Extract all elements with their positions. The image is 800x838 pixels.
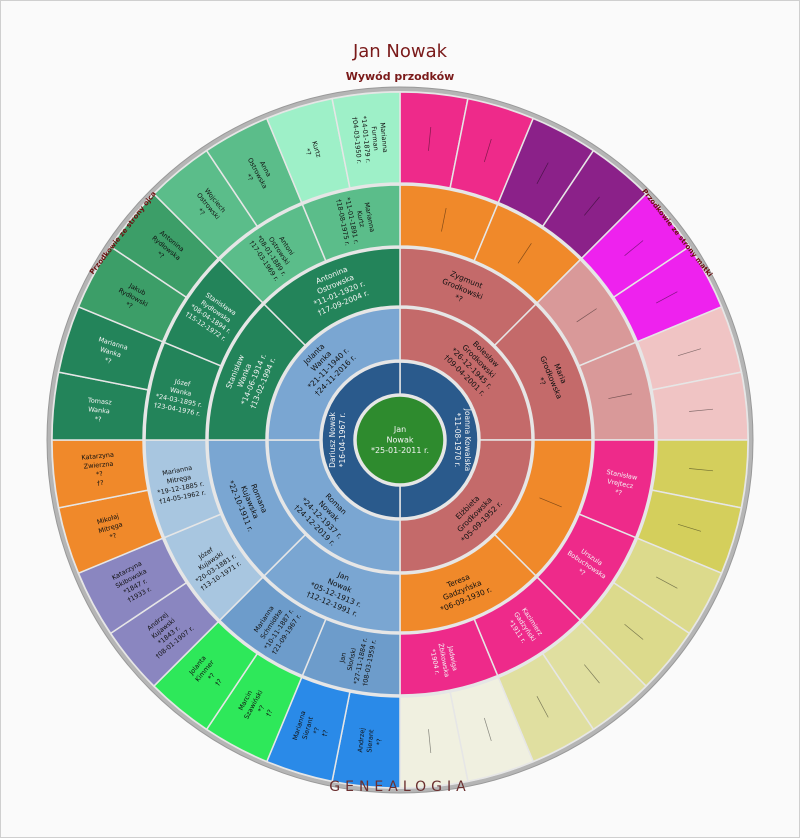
empty-marker	[576, 308, 597, 323]
person-text: Kurtz	[355, 210, 366, 229]
person-text: Joanna Kowalska	[463, 408, 472, 472]
empty-marker	[536, 162, 549, 184]
person-cell	[331, 91, 401, 189]
person-text: Furman	[370, 126, 380, 151]
person-text: Józef	[173, 377, 192, 388]
person-text: Jan	[338, 652, 348, 664]
person-text: *?	[614, 488, 622, 497]
person-text: †?	[264, 708, 274, 718]
empty-marker	[624, 624, 644, 640]
person-cell	[321, 361, 401, 519]
person-text: Andrzej	[356, 727, 366, 752]
person-text: *?	[577, 567, 587, 577]
empty-marker	[677, 523, 702, 532]
empty-marker	[584, 196, 600, 216]
person-text: *25-01-2011 r.	[371, 446, 429, 455]
person-cell	[355, 395, 445, 485]
empty-marker	[689, 408, 714, 412]
person-text: Jan	[393, 425, 406, 434]
person-cell	[399, 361, 479, 519]
person-text: *?	[375, 738, 384, 745]
person-cell	[399, 307, 533, 441]
empty-marker	[428, 126, 432, 151]
person-text: Marianna	[378, 122, 389, 153]
person-text: *?	[206, 672, 216, 682]
empty-marker	[483, 717, 492, 742]
empty-marker	[536, 696, 549, 718]
person-label: Joanna Kowalska*11-08-1970 r.	[453, 408, 472, 472]
person-text: *16-04-1967 r.	[338, 413, 347, 468]
person-text: *?	[124, 300, 134, 310]
person-text: Katarzyna	[81, 451, 114, 462]
person-text: *?	[256, 704, 266, 714]
person-text: †?	[97, 479, 104, 488]
empty-marker	[624, 240, 644, 256]
person-text: *?	[104, 356, 113, 366]
person-text: *?	[303, 147, 313, 156]
empty-marker	[656, 576, 678, 589]
person-text: Sierant	[365, 729, 375, 753]
title: Jan Nowak	[352, 41, 448, 62]
person-text: †?	[320, 729, 330, 738]
footer: GENEALOGIA	[329, 779, 470, 795]
person-text: Wanka	[88, 405, 110, 415]
empty-marker	[689, 468, 714, 472]
person-text: †?	[213, 677, 223, 687]
person-cell	[267, 439, 401, 573]
sectors	[51, 91, 749, 789]
person-text: *11-08-1970 r.	[453, 413, 462, 468]
empty-marker	[428, 729, 432, 754]
empty-marker	[677, 348, 702, 357]
empty-marker	[539, 497, 562, 508]
person-text: *?	[96, 470, 103, 479]
empty-marker	[656, 291, 678, 304]
empty-marker	[483, 138, 492, 163]
person-cell	[399, 439, 533, 573]
person-text: Tomasz	[87, 396, 113, 406]
person-text: *?	[155, 250, 165, 260]
person-text: *?	[94, 415, 101, 424]
person-label: Jan Nowak*25-01-2011 r.	[371, 425, 429, 455]
person-text: Nowak	[387, 436, 414, 445]
person-cell	[263, 247, 401, 347]
person-text: *?	[312, 726, 322, 735]
person-text: Dariusz Nowak	[328, 411, 337, 467]
empty-marker	[441, 207, 447, 232]
subtitle: Wywód przodków	[346, 70, 455, 83]
person-text: *?	[109, 532, 118, 542]
person-text: *?	[244, 173, 254, 183]
empty-marker	[584, 664, 600, 684]
empty-marker	[608, 393, 633, 399]
person-cell	[301, 184, 401, 262]
person-text: Zwierzna	[83, 460, 113, 471]
person-text: *?	[453, 293, 464, 304]
empty-marker	[517, 243, 532, 264]
person-cell	[267, 307, 401, 441]
person-text: *?	[536, 376, 547, 387]
person-label: Dariusz Nowak *16-04-1967 r.	[328, 411, 347, 467]
person-text: *?	[196, 207, 206, 217]
